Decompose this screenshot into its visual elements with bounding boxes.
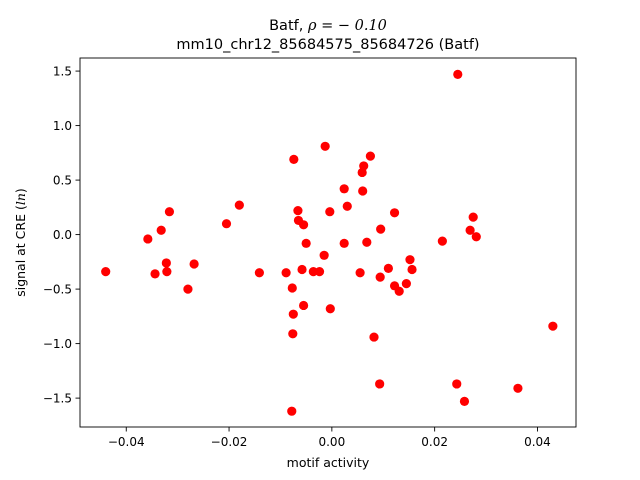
- data-point: [389, 208, 400, 218]
- x-tick-label: −0.02: [211, 435, 248, 449]
- y-tick-label: 0.5: [53, 173, 72, 187]
- y-axis-ticks: −1.5 −1.0 −0.5 0.0 0.5 1.0 1.5: [43, 64, 80, 405]
- data-point: [401, 279, 411, 289]
- data-point: [156, 225, 166, 235]
- data-point: [375, 272, 385, 282]
- data-point: [150, 269, 160, 279]
- data-point: [298, 220, 309, 230]
- data-point: [281, 268, 291, 278]
- y-tick-label: 1.0: [53, 119, 72, 133]
- data-point: [164, 207, 175, 217]
- data-point: [319, 250, 329, 260]
- data-point: [288, 329, 298, 339]
- y-tick-label: 0.0: [53, 228, 72, 242]
- data-point: [301, 238, 311, 248]
- data-point: [405, 255, 415, 265]
- data-point: [459, 396, 470, 406]
- data-point: [320, 141, 330, 151]
- data-point: [465, 225, 475, 235]
- x-axis-ticks: −0.04 −0.02 0.00 0.02 0.04: [108, 427, 551, 449]
- data-points: [101, 69, 558, 416]
- y-axis-label: signal at CRE (ln): [13, 188, 28, 297]
- y-tick-label: −1.5: [43, 391, 72, 405]
- data-point: [288, 309, 298, 319]
- data-point: [287, 283, 297, 293]
- data-point: [161, 258, 171, 268]
- data-point: [339, 238, 349, 248]
- x-axis-label: motif activity: [287, 455, 370, 470]
- y-tick-label: 1.5: [53, 64, 72, 78]
- data-point: [407, 264, 417, 275]
- data-point: [548, 321, 558, 331]
- data-point: [298, 300, 309, 311]
- data-point: [143, 234, 153, 244]
- data-point: [339, 184, 349, 194]
- data-point: [468, 212, 478, 222]
- data-point: [383, 263, 393, 273]
- data-point: [471, 232, 481, 242]
- data-point: [513, 383, 523, 393]
- data-point: [453, 69, 463, 79]
- x-tick-label: 0.02: [421, 435, 448, 449]
- data-point: [362, 237, 372, 247]
- data-point: [293, 206, 303, 216]
- data-point: [365, 151, 375, 161]
- x-tick-label: 0.00: [318, 435, 345, 449]
- data-point: [325, 207, 335, 217]
- plot-frame: [79, 57, 577, 428]
- data-point: [189, 259, 199, 269]
- data-point: [342, 201, 352, 211]
- data-point: [359, 161, 369, 171]
- data-point: [254, 268, 264, 278]
- data-point: [394, 286, 404, 296]
- y-tick-label: −1.0: [43, 337, 72, 351]
- data-point: [234, 200, 244, 210]
- data-point: [369, 332, 379, 342]
- data-point: [376, 224, 386, 234]
- data-point: [162, 267, 172, 277]
- data-point: [221, 219, 232, 229]
- data-point: [289, 154, 299, 164]
- data-point: [437, 236, 447, 246]
- data-point: [452, 379, 462, 389]
- data-point: [314, 267, 325, 277]
- data-point: [297, 264, 307, 275]
- chart-title-line1: Batf, ρ = − 0.10: [269, 18, 387, 34]
- x-tick-label: 0.04: [524, 435, 551, 449]
- x-tick-label: −0.04: [108, 435, 145, 449]
- data-point: [355, 268, 365, 278]
- data-point: [375, 379, 385, 389]
- data-point: [325, 304, 335, 314]
- data-point: [358, 186, 368, 196]
- data-point: [287, 406, 297, 416]
- y-tick-label: −0.5: [43, 282, 72, 296]
- chart-title-line2: mm10_chr12_85684575_85684726 (Batf): [176, 37, 479, 53]
- data-point: [183, 284, 193, 294]
- data-point: [101, 267, 111, 277]
